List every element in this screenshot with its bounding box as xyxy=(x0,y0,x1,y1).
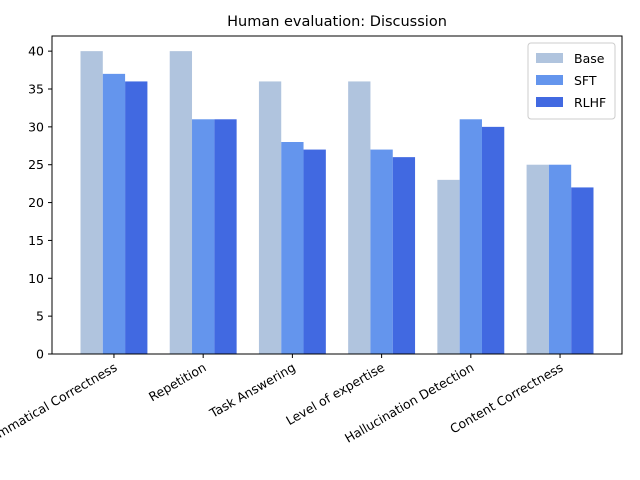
bar-sft-3 xyxy=(370,149,393,354)
y-tick-label: 25 xyxy=(28,157,44,172)
bar-rlhf-1 xyxy=(214,119,237,354)
bar-sft-5 xyxy=(548,164,572,354)
y-axis: 0 5 10 15 20 25 30 35 40 xyxy=(28,44,52,362)
bar-base-1 xyxy=(169,51,193,354)
y-tick-label: 10 xyxy=(28,271,44,286)
bar-base-2 xyxy=(258,81,282,355)
x-tick-label: Grammatical Correctness xyxy=(0,360,119,453)
bar-base-0 xyxy=(80,51,103,354)
y-tick-label: 0 xyxy=(36,347,44,362)
legend-label-sft: SFT xyxy=(574,73,597,88)
y-tick-label: 40 xyxy=(28,44,44,59)
bar-rlhf-5 xyxy=(571,187,594,354)
y-tick-label: 20 xyxy=(28,195,44,210)
y-tick-label: 30 xyxy=(28,119,44,134)
bar-base-5 xyxy=(526,164,549,354)
chart-title: Human evaluation: Discussion xyxy=(227,14,447,30)
bar-base-3 xyxy=(348,81,371,355)
legend-swatch-sft xyxy=(536,75,563,85)
legend-swatch-rlhf xyxy=(536,97,563,107)
y-tick-label: 35 xyxy=(28,82,44,97)
legend: Base SFT RLHF xyxy=(527,42,616,120)
bar-sft-1 xyxy=(192,119,215,354)
y-tick-label: 5 xyxy=(36,309,44,324)
plot-frame xyxy=(51,35,623,355)
x-tick-label: Repetition xyxy=(146,360,209,405)
y-tick-label: 15 xyxy=(28,233,44,248)
bar-sft-2 xyxy=(281,142,304,354)
bar-rlhf-0 xyxy=(125,81,148,355)
bar-rlhf-2 xyxy=(303,149,326,354)
x-tick-label: Task Answering xyxy=(206,360,298,422)
bar-sft-4 xyxy=(459,119,482,354)
bar-sft-0 xyxy=(102,73,126,355)
bar-base-4 xyxy=(437,179,460,354)
legend-label-rlhf: RLHF xyxy=(574,95,606,110)
legend-swatch-base xyxy=(536,53,563,63)
bar-rlhf-4 xyxy=(481,126,505,354)
bars-group xyxy=(80,51,594,355)
legend-label-base: Base xyxy=(574,51,605,66)
bar-rlhf-3 xyxy=(392,157,416,354)
